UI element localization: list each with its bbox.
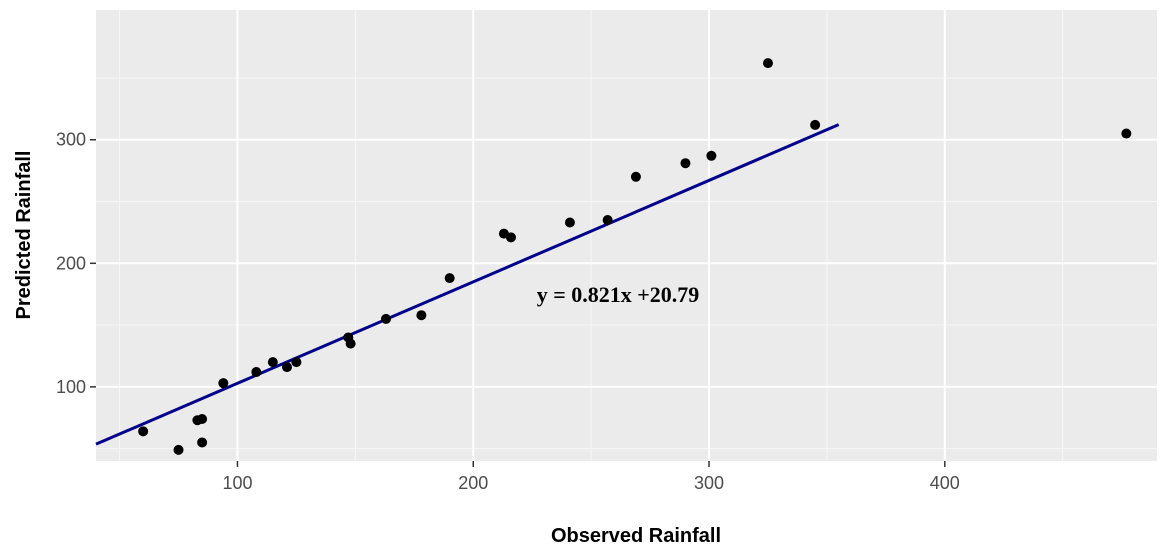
x-tick-label: 400 [930,473,960,493]
y-tick-label: 300 [56,130,86,150]
data-point [416,310,427,321]
data-point [197,413,208,424]
x-tick-label: 200 [458,473,488,493]
data-point [197,437,208,448]
data-point [381,313,392,324]
x-axis-title: Observed Rainfall [551,525,721,547]
axis-ticks [90,138,946,467]
data-point [630,171,641,182]
data-point [505,232,516,243]
data-point [345,338,356,349]
data-point [680,158,691,169]
data-point [173,444,184,455]
regression-equation: y = 0.821x +20.79 [537,282,700,307]
y-tick-label: 100 [56,377,86,397]
data-point [281,362,292,373]
y-axis-title: Predicted Rainfall [13,151,35,320]
plot-panel [96,10,1157,461]
data-point [564,217,575,228]
data-point [602,215,613,226]
tick-labels: 100 200 300 400 100 200 300 [56,130,960,493]
data-point [1121,128,1132,139]
x-tick-label: 300 [694,473,724,493]
regression-line-group [95,123,840,446]
grid [96,10,1157,461]
y-tick-label: 200 [56,253,86,273]
data-points [138,58,1132,455]
data-point [291,357,302,368]
data-point [267,357,278,368]
x-tick-label: 100 [222,473,252,493]
data-point [762,58,773,69]
data-point [251,367,262,378]
data-point [218,378,229,389]
data-point [810,119,821,130]
regression-line [95,123,840,446]
data-point [444,273,455,284]
data-point [138,426,149,437]
data-point [706,150,717,161]
